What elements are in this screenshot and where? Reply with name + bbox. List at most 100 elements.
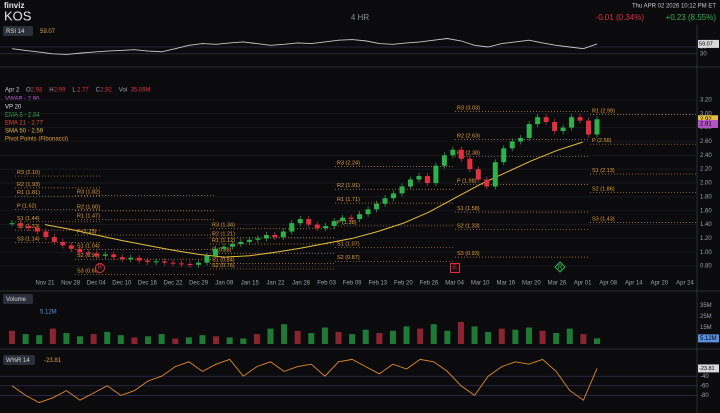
candle bbox=[391, 193, 397, 199]
panels bbox=[0, 25, 720, 413]
candle bbox=[51, 237, 57, 242]
candle bbox=[94, 253, 100, 256]
volume-bar bbox=[539, 330, 546, 344]
candle bbox=[594, 119, 600, 135]
volume-bar bbox=[498, 328, 505, 344]
pivot-label: R1 (1.12) bbox=[212, 238, 235, 244]
volume-bar bbox=[403, 326, 410, 344]
y-tick-label: 1.40 bbox=[700, 222, 712, 228]
candle bbox=[9, 223, 15, 225]
ticker[interactable]: KOS bbox=[4, 8, 32, 23]
pivot-label: S3 (1.14) bbox=[17, 237, 40, 243]
pivot-label: S1 (1.07) bbox=[337, 241, 360, 247]
pivot-label: R3 (3.03) bbox=[457, 106, 480, 112]
volume-bar bbox=[104, 331, 111, 344]
rsi-label-box[interactable] bbox=[3, 26, 33, 36]
y-tick-label: 2.60 bbox=[700, 139, 712, 145]
candle bbox=[85, 252, 91, 254]
ohlc-value: 2.99 bbox=[54, 88, 66, 94]
volume-bar bbox=[49, 328, 56, 344]
candle bbox=[357, 214, 363, 220]
pivot-label: R3 (1.82) bbox=[77, 189, 100, 195]
ohlc-key: Vol bbox=[119, 88, 127, 94]
candle bbox=[297, 219, 303, 224]
candle bbox=[526, 124, 532, 138]
candle bbox=[331, 221, 337, 226]
candle bbox=[348, 217, 354, 220]
timeframe[interactable]: 4 HR bbox=[351, 13, 369, 22]
candle bbox=[535, 117, 541, 125]
candle bbox=[17, 223, 23, 226]
candle bbox=[340, 217, 346, 222]
candle bbox=[586, 120, 592, 135]
x-tick-label: Apr 08 bbox=[599, 281, 617, 287]
pivot-label: S3 (0.93) bbox=[457, 251, 480, 257]
candle bbox=[365, 209, 371, 215]
volume-bar bbox=[158, 334, 165, 344]
y-tick-label: 15M bbox=[700, 325, 712, 331]
price-tag-label: 2.92 bbox=[700, 117, 712, 123]
x-tick-label: Mar 16 bbox=[496, 281, 515, 287]
pivot-label: S1 (0.84) bbox=[212, 257, 235, 263]
candle bbox=[407, 179, 413, 187]
y-tick-label: 2.00 bbox=[700, 181, 712, 187]
pivot-label: S2 (1.86) bbox=[592, 187, 615, 193]
candle bbox=[280, 231, 286, 238]
ohlc-value: 35.09M bbox=[131, 88, 151, 94]
volume-bar bbox=[22, 334, 29, 344]
candle bbox=[552, 122, 558, 132]
candle bbox=[111, 254, 117, 258]
pivot-label: S1 (1.04) bbox=[77, 243, 100, 249]
volume-bar bbox=[485, 331, 492, 344]
y-tick-label: 1.80 bbox=[700, 194, 712, 200]
candle bbox=[43, 231, 49, 238]
candle bbox=[441, 155, 447, 166]
candle bbox=[306, 219, 312, 225]
candle bbox=[128, 257, 134, 260]
datetime: Thu APR 02 2026 10:12 PM ET bbox=[632, 4, 716, 10]
y-tick-label: -60 bbox=[700, 383, 709, 389]
candle bbox=[204, 255, 210, 263]
wr-label-box[interactable] bbox=[3, 355, 35, 365]
candle bbox=[60, 241, 66, 246]
volume-bar bbox=[389, 330, 396, 344]
candle bbox=[433, 165, 439, 183]
x-tick-label: Mar 20 bbox=[522, 281, 541, 287]
volume-bar bbox=[580, 334, 587, 344]
wr-line bbox=[11, 358, 598, 404]
value-tag-label: -23.81 bbox=[699, 366, 715, 372]
candle bbox=[560, 127, 566, 132]
y-tick-label: 3.20 bbox=[700, 97, 712, 103]
volume-bar bbox=[145, 336, 152, 344]
x-tick-label: Dec 29 bbox=[189, 281, 209, 287]
value-tag-label: 5.12M bbox=[700, 336, 717, 342]
candle bbox=[399, 186, 405, 194]
volume-label-box[interactable] bbox=[3, 294, 33, 304]
rsi-label[interactable]: RSI 14 bbox=[6, 29, 25, 35]
pivot-label: S3 (1.43) bbox=[592, 216, 615, 222]
pivot-label: S2 (0.87) bbox=[337, 255, 360, 261]
x-tick-label: Feb 20 bbox=[394, 281, 413, 287]
wr-label[interactable]: W%R 14 bbox=[6, 358, 30, 364]
volume-bar bbox=[553, 333, 560, 344]
volume-label[interactable]: Volume bbox=[6, 297, 27, 303]
candle bbox=[450, 149, 456, 156]
candle bbox=[77, 248, 83, 253]
logo[interactable]: finviz bbox=[4, 1, 24, 10]
volume-bar bbox=[349, 334, 356, 344]
candle bbox=[221, 246, 227, 249]
pivot-label: R2 (2.63) bbox=[457, 133, 480, 139]
candle bbox=[119, 257, 125, 260]
candle bbox=[179, 263, 185, 265]
volume-bar bbox=[9, 330, 15, 344]
legend-entry: Pivot Points (Fibonacci) bbox=[5, 137, 68, 143]
y-tick-label: 2.40 bbox=[700, 153, 712, 159]
x-tick-label: Jan 09 bbox=[215, 281, 234, 287]
volume-bar bbox=[566, 328, 573, 344]
volume-bar bbox=[267, 328, 274, 344]
x-tick-label: Feb 03 bbox=[317, 281, 336, 287]
pivot-label: R3 (2.24) bbox=[337, 160, 360, 166]
x-tick-label: Mar 10 bbox=[471, 281, 490, 287]
y-tick-label: 30 bbox=[700, 51, 707, 57]
